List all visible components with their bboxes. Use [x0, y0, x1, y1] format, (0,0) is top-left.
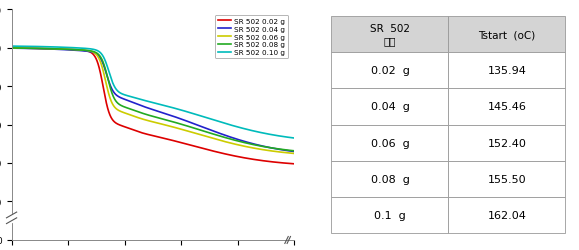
SR 502 0.02 g — [283, 162, 290, 165]
Bar — [12, 214, 14, 222]
SR 502 0.04 g — [146, 108, 153, 110]
SR 502 0.08 g — [283, 149, 290, 152]
SR 502 0.06 g — [23, 48, 30, 50]
SR 502 0.10 g — [8, 46, 15, 48]
SR 502 0.02 g — [138, 132, 145, 135]
SR 502 0.10 g — [283, 136, 290, 139]
SR 502 0.10 g — [291, 137, 298, 140]
SR 502 0.04 g — [231, 137, 238, 140]
SR 502 0.06 g — [291, 152, 298, 155]
Bar — [449, 125, 566, 161]
Text: 145.46: 145.46 — [488, 102, 526, 112]
SR 502 0.06 g — [138, 118, 145, 121]
Bar — [449, 53, 566, 89]
SR 502 0.10 g — [146, 101, 153, 104]
Text: 152.40: 152.40 — [488, 138, 526, 148]
Text: 162.04: 162.04 — [488, 210, 526, 220]
SR 502 0.08 g — [283, 149, 290, 152]
SR 502 0.04 g — [283, 149, 290, 152]
SR 502 0.02 g — [283, 162, 290, 165]
Bar — [285, 238, 291, 240]
SR 502 0.06 g — [231, 143, 238, 146]
Bar — [449, 89, 566, 125]
SR 502 0.10 g — [138, 99, 145, 102]
Line: SR 502 0.04 g: SR 502 0.04 g — [12, 49, 295, 152]
Text: 0.04  g: 0.04 g — [371, 102, 409, 112]
SR 502 0.08 g — [138, 112, 145, 115]
SR 502 0.06 g — [283, 152, 290, 154]
SR 502 0.02 g — [146, 134, 153, 137]
Text: 0.06  g: 0.06 g — [371, 138, 409, 148]
SR 502 0.10 g — [23, 46, 30, 48]
Text: Tstart  (oC): Tstart (oC) — [478, 30, 536, 40]
Bar — [449, 161, 566, 197]
Text: SR  502
함량: SR 502 함량 — [370, 24, 410, 46]
SR 502 0.08 g — [231, 139, 238, 142]
Bar — [332, 125, 449, 161]
Bar — [332, 17, 449, 53]
SR 502 0.06 g — [146, 120, 153, 123]
SR 502 0.02 g — [231, 155, 238, 158]
SR 502 0.04 g — [283, 149, 290, 152]
Bar — [332, 53, 449, 89]
SR 502 0.02 g — [8, 47, 15, 50]
Text: 0.08  g: 0.08 g — [371, 174, 409, 184]
Line: SR 502 0.08 g: SR 502 0.08 g — [12, 49, 295, 151]
SR 502 0.08 g — [291, 150, 298, 153]
SR 502 0.10 g — [231, 125, 238, 128]
SR 502 0.08 g — [8, 47, 15, 50]
Line: SR 502 0.06 g: SR 502 0.06 g — [12, 49, 295, 154]
Text: 0.02  g: 0.02 g — [371, 66, 409, 76]
Bar — [332, 161, 449, 197]
Text: 155.50: 155.50 — [488, 174, 526, 184]
Bar — [449, 197, 566, 233]
Bar — [332, 89, 449, 125]
Text: 135.94: 135.94 — [488, 66, 526, 76]
Bar — [332, 197, 449, 233]
SR 502 0.06 g — [8, 47, 15, 50]
Line: SR 502 0.02 g: SR 502 0.02 g — [12, 49, 295, 164]
Bar — [449, 17, 566, 53]
SR 502 0.06 g — [283, 152, 290, 154]
SR 502 0.02 g — [23, 48, 30, 50]
SR 502 0.08 g — [23, 48, 30, 50]
SR 502 0.08 g — [146, 114, 153, 117]
Line: SR 502 0.10 g: SR 502 0.10 g — [12, 47, 295, 138]
SR 502 0.04 g — [8, 48, 15, 50]
SR 502 0.02 g — [291, 163, 298, 166]
SR 502 0.04 g — [138, 105, 145, 108]
SR 502 0.04 g — [291, 150, 298, 154]
SR 502 0.04 g — [23, 48, 30, 51]
Text: 0.1  g: 0.1 g — [374, 210, 406, 220]
Legend: SR 502 0.02 g, SR 502 0.04 g, SR 502 0.06 g, SR 502 0.08 g, SR 502 0.10 g: SR 502 0.02 g, SR 502 0.04 g, SR 502 0.0… — [215, 16, 288, 59]
SR 502 0.10 g — [283, 136, 290, 139]
